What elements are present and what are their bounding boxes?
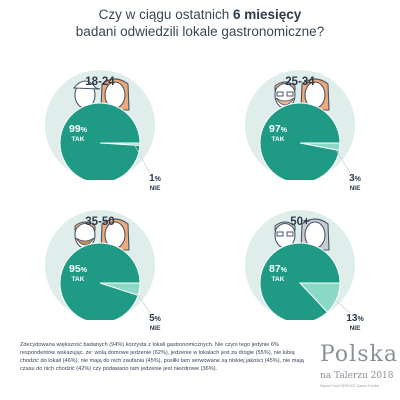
pie-svg [45, 70, 155, 180]
chart-title: Czy w ciągu ostatnich 6 miesięcy badani … [0, 6, 400, 40]
group-label: 50+ [290, 216, 310, 228]
person-hair [74, 221, 96, 232]
person-glasses [286, 91, 294, 97]
nie-leader [133, 288, 151, 314]
logo-main: Polska [320, 342, 398, 367]
person-cap [72, 80, 101, 90]
group-label: 35-50 [85, 216, 115, 228]
pie-svg [245, 70, 355, 180]
tak-label: TAK [71, 276, 85, 283]
nie-value: 13% [346, 313, 364, 324]
summary-note: Zdecydowana większość badanych (94%) kor… [20, 342, 304, 372]
person-hair [274, 221, 296, 232]
nie-value: 3% [349, 173, 361, 184]
tak-label: TAK [71, 136, 85, 143]
tak-value: 99% [69, 123, 87, 135]
nie-value: 5% [149, 313, 161, 324]
pie-slice-tak [59, 102, 141, 180]
pie-svg [45, 210, 155, 320]
title-line1-prefix: Czy w ciągu ostatnich [98, 7, 230, 22]
title-line2: badani odwiedzili lokale gastronomiczne? [75, 24, 325, 39]
person-glasses [276, 91, 284, 97]
tak-label: TAK [271, 136, 285, 143]
pie-panel-35-50: 35-50 95% TAK 5% NIE [0, 185, 200, 332]
pie-slice-tak [59, 242, 141, 320]
nie-label: NIE [349, 185, 361, 192]
pie-slice-tak [259, 242, 341, 320]
nie-leader [330, 296, 351, 314]
logo: Polska na Talerzu 2018 Raport Food SERVI… [314, 342, 397, 392]
person-hair [274, 81, 296, 92]
title-line1-bold: 6 miesięcy [233, 7, 302, 22]
person-glasses [286, 231, 294, 237]
nie-label: NIE [149, 325, 161, 332]
logo-sub: na Talerzu 2018 [320, 371, 394, 381]
tak-value: 87% [269, 263, 287, 275]
pie-svg [245, 210, 355, 320]
nie-value: 1% [149, 173, 161, 184]
person-beard [275, 97, 295, 106]
person-glasses [276, 231, 284, 237]
group-label: 25-34 [285, 76, 315, 88]
pie-panel-50+: 50+ 87% TAK 13% NIE [200, 185, 400, 332]
person-beard [75, 237, 95, 246]
tak-label: TAK [271, 276, 285, 283]
nie-label: NIE [149, 185, 161, 192]
tak-value: 97% [269, 123, 287, 135]
nie-leader [333, 146, 351, 174]
nie-label: NIE [349, 325, 361, 332]
logo-tiny: Raport Food SERVICE Gastro Polska [320, 384, 379, 388]
pie-panel-18-24: 18-24 99% TAK 1% NIE [0, 45, 200, 192]
pie-slice-tak [259, 102, 341, 180]
pie-panel-25-34: 25-34 97% TAK 3% NIE [200, 45, 400, 192]
group-label: 18-24 [85, 76, 115, 88]
nie-leader [133, 143, 151, 174]
tak-value: 95% [69, 263, 87, 275]
